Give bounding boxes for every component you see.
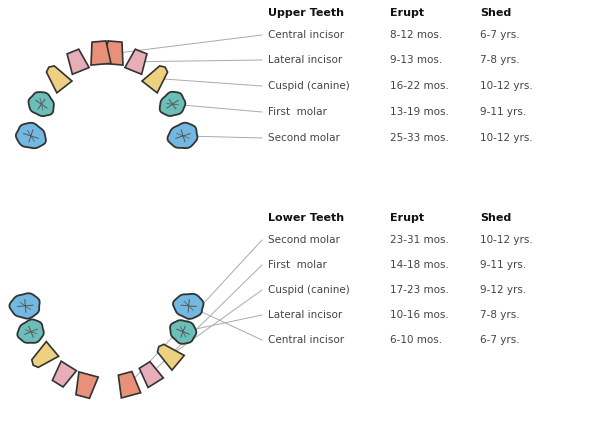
Text: Second molar: Second molar: [268, 133, 340, 143]
Text: 14-18 mos.: 14-18 mos.: [390, 260, 449, 270]
Text: Lower Teeth: Lower Teeth: [268, 213, 344, 223]
Text: 13-19 mos.: 13-19 mos.: [390, 107, 449, 117]
Polygon shape: [103, 41, 123, 65]
Text: 16-22 mos.: 16-22 mos.: [390, 81, 449, 91]
Text: 17-23 mos.: 17-23 mos.: [390, 285, 449, 295]
Polygon shape: [16, 123, 46, 148]
Text: 8-12 mos.: 8-12 mos.: [390, 30, 442, 40]
Text: Second molar: Second molar: [268, 235, 340, 245]
Text: First  molar: First molar: [268, 260, 327, 270]
Polygon shape: [125, 49, 147, 74]
Polygon shape: [170, 320, 196, 344]
Text: 9-12 yrs.: 9-12 yrs.: [480, 285, 526, 295]
Text: Shed: Shed: [480, 213, 511, 223]
Polygon shape: [76, 372, 98, 398]
Text: 10-16 mos.: 10-16 mos.: [390, 310, 449, 320]
Polygon shape: [32, 342, 59, 367]
Polygon shape: [173, 294, 203, 319]
Text: 9-11 yrs.: 9-11 yrs.: [480, 107, 526, 117]
Polygon shape: [46, 66, 72, 93]
Text: Lateral incisor: Lateral incisor: [268, 55, 342, 65]
Text: 10-12 yrs.: 10-12 yrs.: [480, 81, 533, 91]
Text: Central incisor: Central incisor: [268, 335, 344, 345]
Text: 23-31 mos.: 23-31 mos.: [390, 235, 449, 245]
Polygon shape: [17, 319, 44, 343]
Text: Erupt: Erupt: [390, 213, 424, 223]
Text: Central incisor: Central incisor: [268, 30, 344, 40]
Text: Shed: Shed: [480, 8, 511, 18]
Text: First  molar: First molar: [268, 107, 327, 117]
Text: Upper Teeth: Upper Teeth: [268, 8, 344, 18]
Polygon shape: [167, 123, 197, 148]
Text: Cuspid (canine): Cuspid (canine): [268, 285, 350, 295]
Text: 9-13 mos.: 9-13 mos.: [390, 55, 442, 65]
Text: 6-10 mos.: 6-10 mos.: [390, 335, 442, 345]
Polygon shape: [10, 293, 40, 318]
Text: Erupt: Erupt: [390, 8, 424, 18]
Polygon shape: [52, 361, 76, 387]
Polygon shape: [28, 92, 54, 116]
Text: 9-11 yrs.: 9-11 yrs.: [480, 260, 526, 270]
Text: 10-12 yrs.: 10-12 yrs.: [480, 133, 533, 143]
Polygon shape: [91, 41, 111, 65]
Text: Cuspid (canine): Cuspid (canine): [268, 81, 350, 91]
Text: 7-8 yrs.: 7-8 yrs.: [480, 310, 520, 320]
Polygon shape: [160, 92, 185, 116]
Text: 6-7 yrs.: 6-7 yrs.: [480, 30, 520, 40]
Polygon shape: [142, 66, 167, 93]
Polygon shape: [67, 49, 89, 74]
Polygon shape: [157, 344, 184, 370]
Text: 6-7 yrs.: 6-7 yrs.: [480, 335, 520, 345]
Text: 10-12 yrs.: 10-12 yrs.: [480, 235, 533, 245]
Text: Lateral incisor: Lateral incisor: [268, 310, 342, 320]
Text: 25-33 mos.: 25-33 mos.: [390, 133, 449, 143]
Polygon shape: [139, 362, 163, 387]
Polygon shape: [118, 372, 140, 398]
Text: 7-8 yrs.: 7-8 yrs.: [480, 55, 520, 65]
